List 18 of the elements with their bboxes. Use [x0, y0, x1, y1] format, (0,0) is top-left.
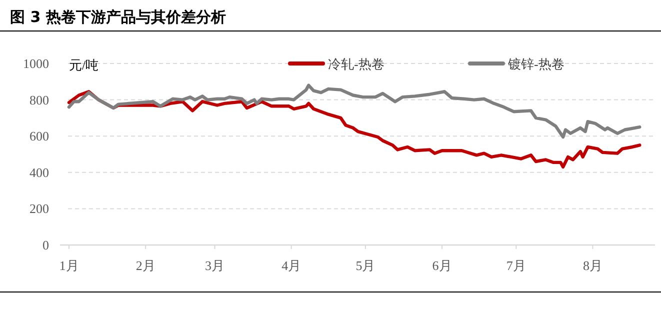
x-tick-label: 6月: [432, 258, 452, 273]
x-tick-label: 1月: [59, 258, 79, 273]
chart-title: 图 3 热卷下游产品与其价差分析: [10, 8, 226, 26]
x-tick-label: 3月: [205, 258, 224, 273]
legend-label: 冷轧-热卷: [328, 56, 384, 72]
x-tick-label: 4月: [282, 258, 302, 273]
x-tick-label: 2月: [136, 258, 156, 273]
x-tick-label: 5月: [356, 258, 376, 273]
legend-label: 镀锌-热卷: [507, 56, 564, 72]
y-tick-label: 200: [30, 201, 49, 216]
y-tick-label: 600: [30, 128, 49, 144]
y-axis-title: 元/吨: [69, 58, 99, 72]
y-tick-label: 0: [42, 238, 49, 252]
y-tick-label: 800: [30, 92, 49, 108]
x-tick-label: 7月: [506, 258, 526, 273]
y-tick-label: 1000: [23, 56, 49, 71]
y-tick-label: 400: [30, 164, 49, 180]
x-tick-label: 8月: [582, 258, 602, 273]
